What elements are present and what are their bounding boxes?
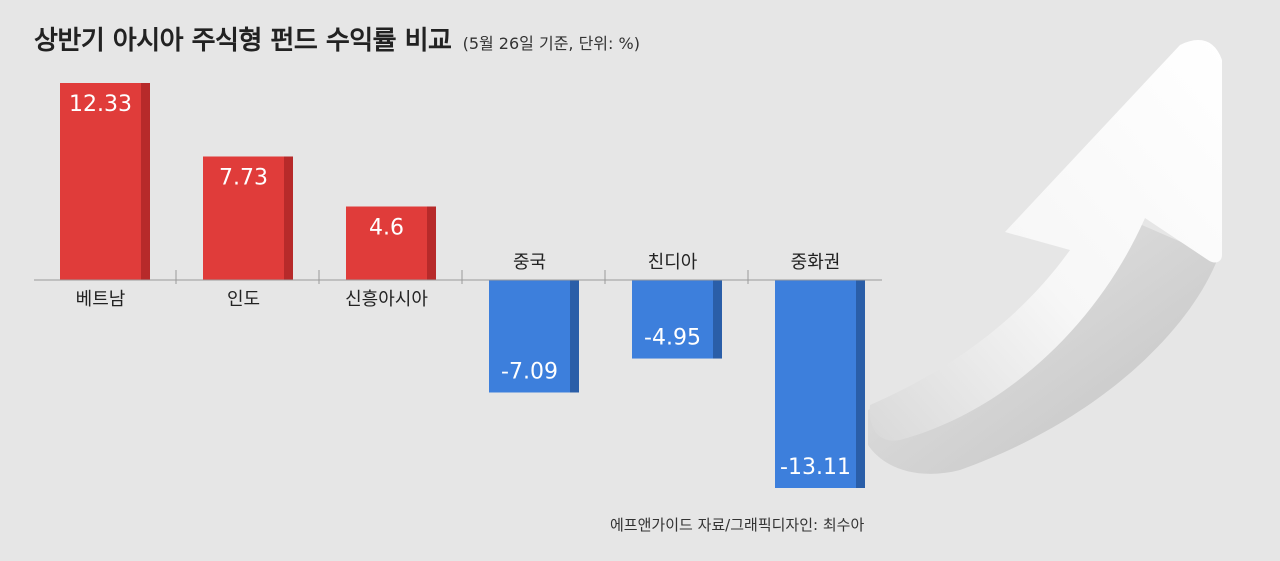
bar-side-2 [284,156,293,280]
bar-2 [203,156,284,280]
bar-4 [489,280,570,393]
category-label-1: 베트남 [76,289,126,310]
chart-title: 상반기 아시아 주식형 펀드 수익률 비교 [34,26,452,56]
category-label-3: 신흥아시아 [345,289,428,310]
bar-side-1 [141,83,150,280]
bar-3 [346,206,427,280]
data-label-6: -13.11 [780,455,851,480]
bar-side-6 [856,280,865,488]
data-label-5: -4.95 [644,326,701,351]
chart-subtitle: (5월 26일 기준, 단위: %) [462,34,640,53]
data-label-2: 7.73 [219,165,268,190]
data-label-1: 12.33 [69,92,132,117]
title-row: 상반기 아시아 주식형 펀드 수익률 비교 (5월 26일 기준, 단위: %) [34,20,640,57]
category-label-5: 친디아 [648,252,698,273]
bar-6 [775,280,856,488]
bar-side-5 [713,280,722,359]
bar-side-3 [427,206,436,280]
data-label-3: 4.6 [369,216,404,241]
bar-side-4 [570,280,579,393]
bar-1 [60,83,141,280]
category-label-4: 중국 [513,252,546,273]
category-label-2: 인도 [227,289,260,310]
bar-5 [632,280,713,359]
data-label-4: -7.09 [501,359,558,384]
source-credit: 에프앤가이드 자료/그래픽디자인: 최수아 [610,516,865,534]
category-label-6: 중화권 [791,252,841,273]
